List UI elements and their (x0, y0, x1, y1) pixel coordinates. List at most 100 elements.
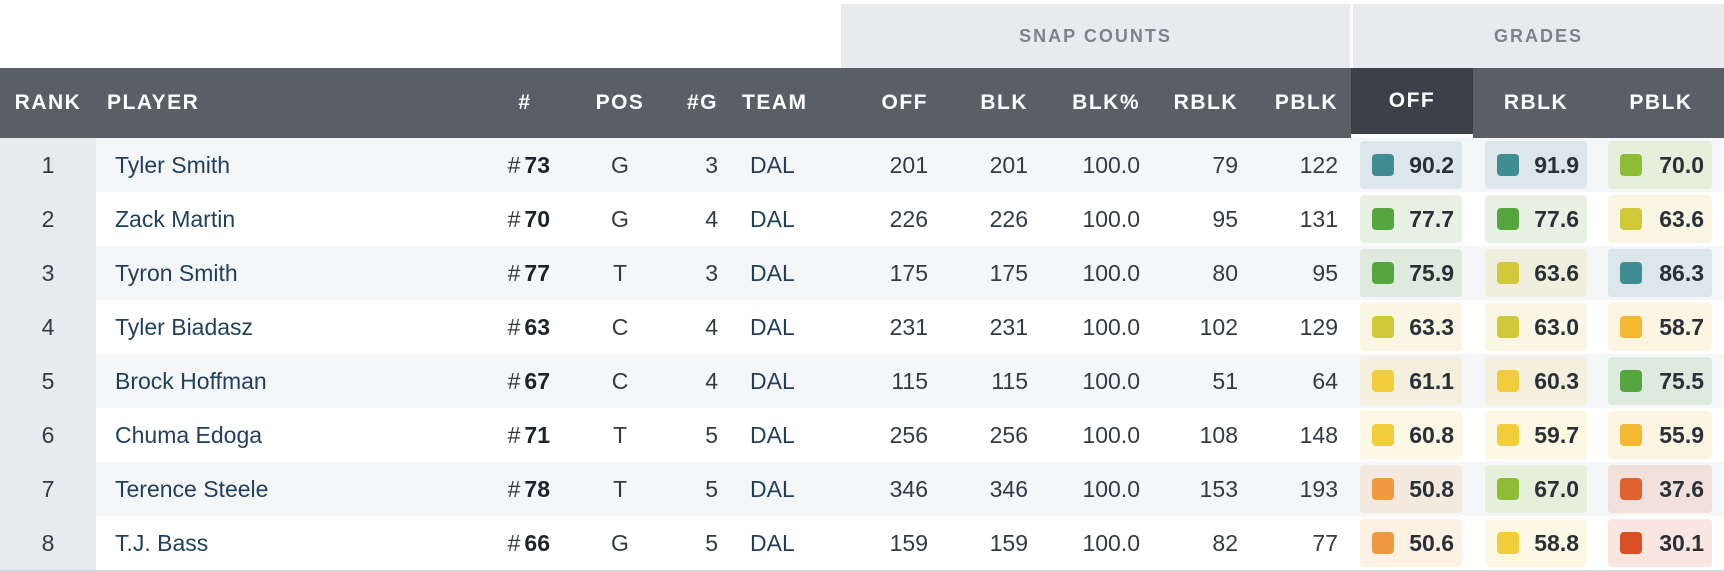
grade-pblk-cell: 75.5 (1608, 357, 1712, 405)
player-name-link[interactable]: Tyler Smith (115, 151, 231, 178)
team-link[interactable]: DAL (750, 259, 795, 286)
table-row: 4 Tyler Biadasz C 4 DAL 231 231 100.0 102 129 #63 6… (0, 300, 1724, 354)
snap-rblk-cell: 153 (1199, 475, 1238, 502)
player-name-link[interactable]: Chuma Edoga (115, 421, 263, 448)
snap-blk-pct-cell: 100.0 (1082, 529, 1140, 556)
header-rblk[interactable]: RBLK (1173, 91, 1238, 114)
player-name-link[interactable]: T.J. Bass (115, 529, 209, 556)
grade-value: 60.3 (1534, 367, 1579, 394)
player-name-link[interactable]: Tyler Biadasz (115, 313, 254, 340)
grade-badge: 70.0 (1608, 141, 1712, 189)
grade-value: 59.7 (1534, 421, 1579, 448)
grade-color-square (1372, 532, 1394, 554)
jersey-hash: # (507, 529, 521, 556)
snap-blk-pct-cell: 100.0 (1082, 367, 1140, 394)
table-row: 3 Tyron Smith T 3 DAL 175 175 100.0 80 95 #77 75.9 6… (0, 246, 1724, 300)
jersey-cell: #78 (480, 462, 550, 516)
header-rank[interactable]: RANK (14, 91, 82, 114)
grade-value: 63.6 (1659, 205, 1704, 232)
grade-off-cell: 61.1 (1360, 357, 1462, 405)
grade-badge: 60.3 (1485, 357, 1587, 405)
team-link[interactable]: DAL (750, 475, 795, 502)
grade-badge: 63.0 (1485, 303, 1587, 351)
snap-blk-cell: 346 (989, 475, 1028, 502)
jersey-hash: # (507, 421, 521, 448)
grade-color-square (1497, 478, 1519, 500)
grade-value: 50.6 (1409, 529, 1454, 556)
header-grade-rblk[interactable]: RBLK (1503, 91, 1569, 114)
grade-pblk-cell: 70.0 (1608, 141, 1712, 189)
grade-badge: 63.6 (1485, 249, 1587, 297)
table-row: 2 Zack Martin G 4 DAL 226 226 100.0 95 131 #70 77.7… (0, 192, 1724, 246)
grade-color-square (1497, 208, 1519, 230)
jersey-number: 67 (524, 367, 550, 394)
snap-blk-pct-cell: 100.0 (1082, 313, 1140, 340)
table-row: 8 T.J. Bass G 5 DAL 159 159 100.0 82 77 #66 50.6 58.… (0, 516, 1724, 570)
jersey-cell: #71 (480, 408, 550, 462)
grade-badge: 77.6 (1485, 195, 1587, 243)
snap-counts-group-header: SNAP COUNTS (841, 4, 1350, 68)
jersey-number: 78 (524, 475, 550, 502)
team-link[interactable]: DAL (750, 151, 795, 178)
snap-blk-cell: 256 (989, 421, 1028, 448)
rank-cell: 2 (41, 205, 55, 232)
team-link[interactable]: DAL (750, 313, 795, 340)
snap-rblk-cell: 102 (1199, 313, 1238, 340)
snap-off-cell: 256 (889, 421, 928, 448)
header-pos[interactable]: POS (595, 91, 645, 114)
grade-rblk-cell: 58.8 (1485, 519, 1587, 567)
jersey-cell: #63 (480, 300, 550, 354)
team-link[interactable]: DAL (750, 529, 795, 556)
header-jersey[interactable]: # (518, 91, 532, 114)
snap-pblk-cell: 95 (1312, 259, 1338, 286)
grade-value: 61.1 (1409, 367, 1454, 394)
grade-rblk-cell: 59.7 (1485, 411, 1587, 459)
header-off[interactable]: OFF (881, 91, 928, 114)
grade-pblk-cell: 37.6 (1608, 465, 1712, 513)
grade-rblk-cell: 63.6 (1485, 249, 1587, 297)
grade-color-square (1497, 424, 1519, 446)
snap-pblk-cell: 148 (1299, 421, 1338, 448)
player-name-link[interactable]: Tyron Smith (115, 259, 238, 286)
grade-badge: 50.6 (1360, 519, 1462, 567)
grade-pblk-cell: 63.6 (1608, 195, 1712, 243)
player-name-link[interactable]: Terence Steele (115, 475, 269, 502)
snap-rblk-cell: 79 (1212, 151, 1238, 178)
position-cell: T (612, 475, 628, 502)
games-cell: 5 (705, 475, 718, 502)
header-grade-pblk[interactable]: PBLK (1629, 91, 1693, 114)
header-grade-off[interactable]: OFF (1351, 68, 1473, 138)
player-name-link[interactable]: Zack Martin (115, 205, 236, 232)
header-team[interactable]: TEAM (742, 91, 808, 114)
grade-color-square (1497, 532, 1519, 554)
snap-pblk-cell: 64 (1312, 367, 1338, 394)
grades-group-header: GRADES (1353, 4, 1724, 68)
jersey-hash: # (507, 475, 521, 502)
grade-badge: 75.9 (1360, 249, 1462, 297)
header-blk[interactable]: BLK (980, 91, 1028, 114)
snap-blk-pct-cell: 100.0 (1082, 475, 1140, 502)
snap-rblk-cell: 108 (1199, 421, 1238, 448)
games-cell: 5 (705, 529, 718, 556)
header-games[interactable]: #G (686, 91, 718, 114)
grade-badge: 75.5 (1608, 357, 1712, 405)
team-link[interactable]: DAL (750, 421, 795, 448)
jersey-hash: # (507, 313, 521, 340)
header-player[interactable]: PLAYER (107, 91, 200, 114)
team-link[interactable]: DAL (750, 367, 795, 394)
header-blk-pct[interactable]: BLK% (1072, 91, 1140, 114)
header-pblk[interactable]: PBLK (1274, 91, 1338, 114)
grade-badge: 50.8 (1360, 465, 1462, 513)
snap-rblk-cell: 51 (1212, 367, 1238, 394)
games-cell: 3 (705, 259, 718, 286)
jersey-hash: # (507, 151, 521, 178)
row-background (96, 300, 1724, 354)
snap-off-cell: 231 (889, 313, 928, 340)
grade-color-square (1372, 154, 1394, 176)
snap-blk-pct-cell: 100.0 (1082, 205, 1140, 232)
grade-badge: 63.6 (1608, 195, 1712, 243)
grade-badge: 63.3 (1360, 303, 1462, 351)
player-name-link[interactable]: Brock Hoffman (115, 367, 267, 394)
team-link[interactable]: DAL (750, 205, 795, 232)
